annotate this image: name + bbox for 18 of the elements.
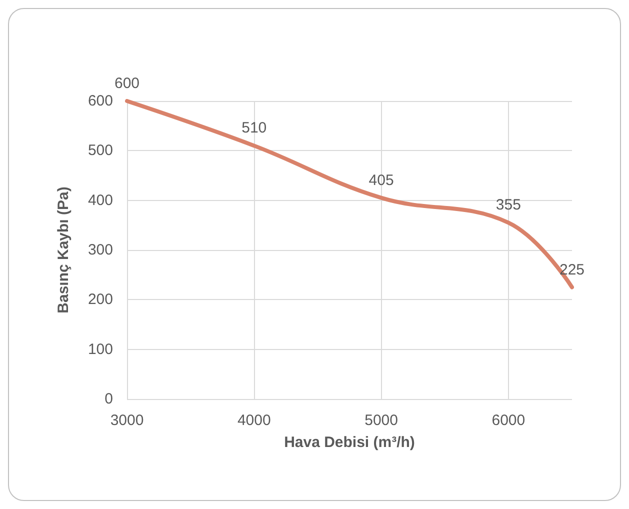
data-label: 600	[114, 75, 140, 92]
data-label: 510	[242, 120, 267, 137]
data-label: 225	[559, 261, 585, 278]
y-tick-label: 200	[88, 291, 113, 308]
x-tick-label: 5000	[364, 412, 398, 429]
y-tick-label: 600	[88, 92, 113, 110]
data-label: 405	[368, 172, 394, 189]
y-tick-label: 500	[88, 142, 113, 160]
x-tick-label: 3000	[110, 412, 144, 429]
x-axis-title: Hava Debisi (m³/h)	[284, 434, 415, 451]
y-axis-title: Basınç Kaybı (Pa)	[55, 186, 72, 314]
y-tick-label: 400	[88, 192, 113, 209]
y-tick-label: 0	[104, 390, 113, 408]
x-tick-label: 4000	[237, 412, 271, 429]
x-tick-label: 6000	[492, 412, 526, 429]
data-label: 355	[496, 196, 521, 214]
y-tick-label: 300	[88, 242, 113, 258]
y-tick-label: 100	[88, 340, 113, 358]
